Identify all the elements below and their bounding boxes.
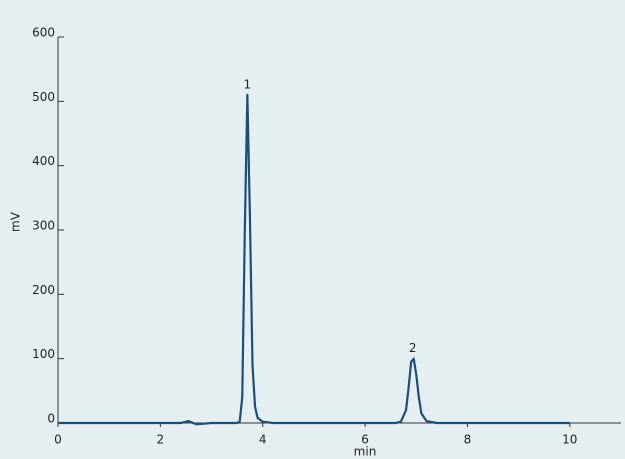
x-axis-label: min xyxy=(354,445,377,459)
x-tick-label: 0 xyxy=(54,433,62,447)
y-tick-label: 600 xyxy=(32,26,55,40)
x-tick-label: 6 xyxy=(361,433,369,447)
chromatogram-line xyxy=(58,93,570,426)
x-tick-label: 10 xyxy=(562,433,577,447)
y-tick-label: 100 xyxy=(32,347,55,361)
y-axis-label: mV xyxy=(9,211,23,232)
x-tick-label: 4 xyxy=(259,433,267,447)
peak-label: 2 xyxy=(409,341,417,355)
y-tick-label: 500 xyxy=(32,90,55,104)
x-tick-label: 2 xyxy=(157,433,165,447)
y-tick-label: 0 xyxy=(47,412,55,426)
x-tick-label: 8 xyxy=(464,433,472,447)
y-tick-label: 300 xyxy=(32,219,55,233)
y-tick-label: 400 xyxy=(32,154,55,168)
y-tick-label: 200 xyxy=(32,283,55,297)
peak-label: 1 xyxy=(244,77,252,91)
